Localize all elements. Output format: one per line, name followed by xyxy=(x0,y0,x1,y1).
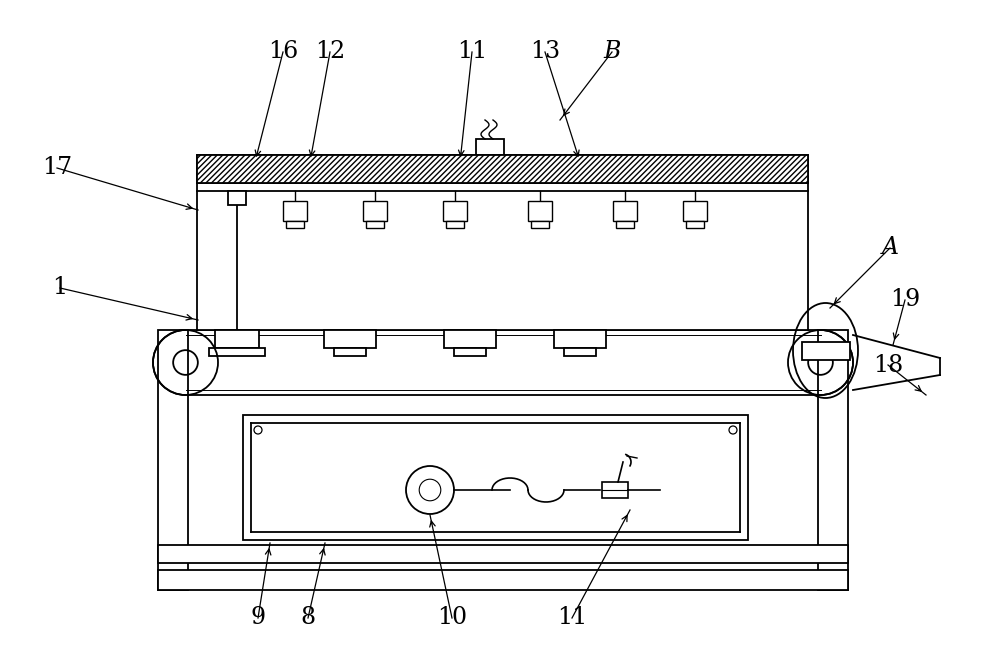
Text: 1: 1 xyxy=(52,276,68,300)
Bar xyxy=(228,191,246,205)
Bar xyxy=(444,330,496,348)
Bar xyxy=(613,201,637,221)
Bar xyxy=(446,221,464,228)
Bar xyxy=(286,221,304,228)
Bar xyxy=(324,330,376,348)
Text: 11: 11 xyxy=(457,41,487,64)
Bar xyxy=(158,545,848,563)
Text: 13: 13 xyxy=(530,41,560,64)
Bar xyxy=(818,330,848,590)
Bar xyxy=(602,482,628,498)
Bar xyxy=(554,330,606,348)
Bar xyxy=(158,330,188,590)
Bar xyxy=(197,155,808,330)
Text: A: A xyxy=(882,237,898,260)
Text: B: B xyxy=(603,41,621,64)
Bar xyxy=(454,348,486,356)
Text: 11: 11 xyxy=(557,607,587,630)
Bar xyxy=(158,570,848,590)
Bar xyxy=(215,330,259,348)
Text: 17: 17 xyxy=(42,157,72,179)
Bar xyxy=(283,201,307,221)
Bar xyxy=(802,341,850,359)
Bar xyxy=(209,348,265,356)
Bar xyxy=(476,139,504,155)
Text: 19: 19 xyxy=(890,288,920,312)
Bar xyxy=(686,221,704,228)
Bar xyxy=(243,415,748,540)
Bar xyxy=(528,201,552,221)
Bar xyxy=(366,221,384,228)
Bar xyxy=(683,201,707,221)
Text: 16: 16 xyxy=(268,41,298,64)
Bar xyxy=(531,221,549,228)
Bar xyxy=(334,348,366,356)
Bar xyxy=(443,201,467,221)
Bar xyxy=(197,155,808,183)
Text: 8: 8 xyxy=(300,607,316,630)
Bar xyxy=(564,348,596,356)
Text: 18: 18 xyxy=(873,353,903,377)
Bar xyxy=(616,221,634,228)
Bar xyxy=(363,201,387,221)
Text: 10: 10 xyxy=(437,607,467,630)
Text: 9: 9 xyxy=(250,607,266,630)
Text: 12: 12 xyxy=(315,41,345,64)
